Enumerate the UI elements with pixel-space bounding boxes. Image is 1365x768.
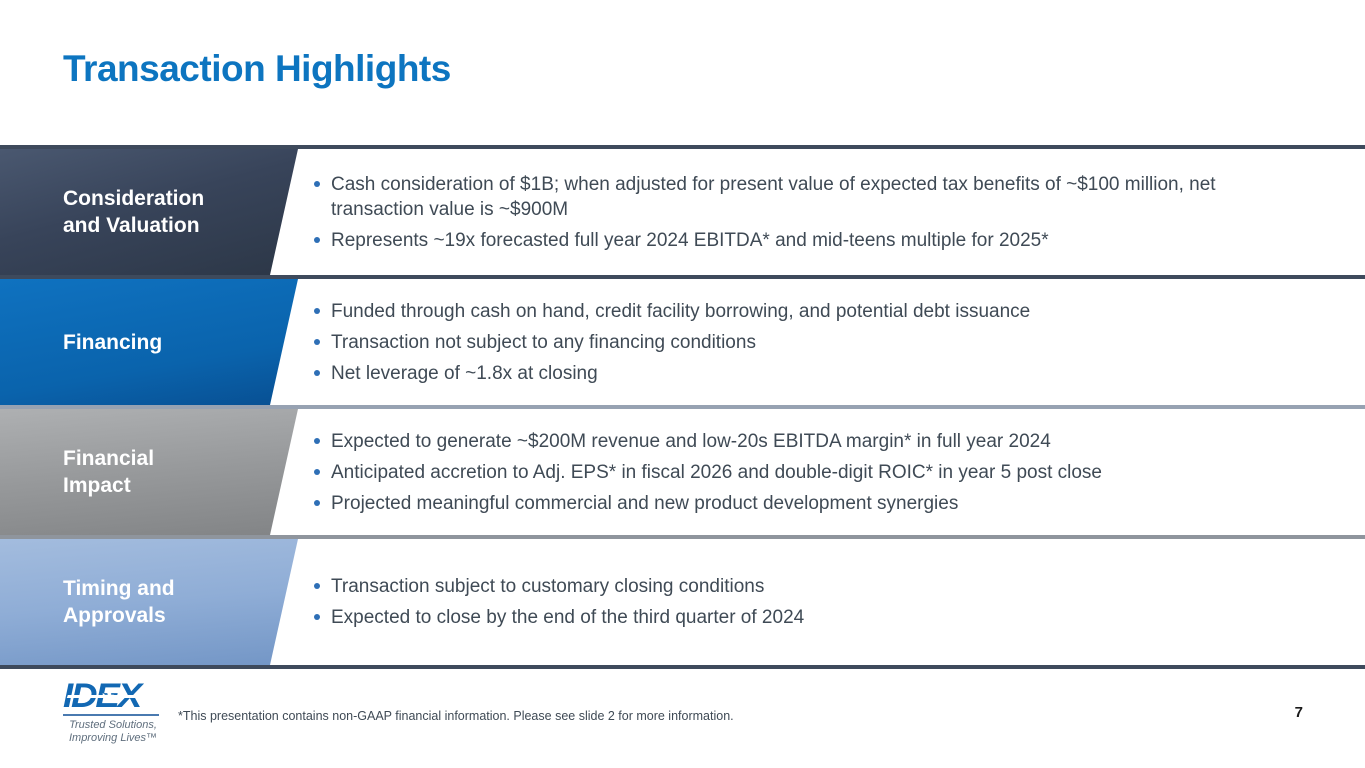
label-line: and Valuation [63, 214, 200, 237]
tagline-line: Improving Lives™ [68, 732, 158, 744]
bullet-item: Net leverage of ~1.8x at closing [313, 361, 1265, 386]
row-label-timing-and-approvals: Timing and Approvals [0, 539, 298, 665]
airplane-icon: ✈ [101, 688, 116, 705]
bullet-item: Transaction subject to customary closing… [313, 574, 1265, 599]
row-consideration-and-valuation: Consideration and Valuation Cash conside… [0, 145, 1365, 275]
bullet-item: Cash consideration of $1B; when adjusted… [313, 172, 1265, 222]
bullet-list: Transaction subject to customary closing… [313, 568, 1265, 636]
row-financing: Financing Funded through cash on hand, c… [0, 275, 1365, 405]
row-label-consideration-and-valuation: Consideration and Valuation [0, 149, 298, 275]
row-content: Expected to generate ~$200M revenue and … [313, 409, 1265, 535]
bullet-item: Transaction not subject to any financing… [313, 330, 1265, 355]
idex-logo: IDEX ✈ Trusted Solutions, Improving Live… [63, 679, 163, 745]
page-number: 7 [1294, 704, 1303, 721]
bullet-item: Anticipated accretion to Adj. EPS* in fi… [313, 460, 1265, 485]
row-content: Funded through cash on hand, credit faci… [313, 279, 1265, 405]
bullet-item: Expected to close by the end of the thir… [313, 605, 1265, 630]
bullet-list: Expected to generate ~$200M revenue and … [313, 423, 1265, 522]
label-line: Impact [63, 474, 131, 497]
row-timing-and-approvals: Timing and Approvals Transaction subject… [0, 535, 1365, 665]
row-content: Cash consideration of $1B; when adjusted… [313, 149, 1265, 275]
label-line: Approvals [63, 604, 166, 627]
row-content: Transaction subject to customary closing… [313, 539, 1265, 665]
bullet-item: Represents ~19x forecasted full year 202… [313, 228, 1265, 253]
label-line: Timing and [63, 577, 175, 600]
label-line: Consideration [63, 187, 205, 210]
highlights-table: Consideration and Valuation Cash conside… [0, 145, 1365, 669]
bullet-item: Projected meaningful commercial and new … [313, 491, 1265, 516]
row-label-financial-impact: Financial Impact [0, 409, 298, 535]
label-line: Financial [63, 447, 155, 470]
bullet-item: Funded through cash on hand, credit faci… [313, 299, 1265, 324]
page-title: Transaction Highlights [63, 48, 451, 89]
bullet-list: Cash consideration of $1B; when adjusted… [313, 166, 1265, 259]
bullet-list: Funded through cash on hand, credit faci… [313, 293, 1265, 392]
logo-tagline: Trusted Solutions, Improving Lives™ [63, 719, 163, 745]
logo-divider [63, 714, 159, 716]
row-label-financing: Financing [0, 279, 298, 405]
row-financial-impact: Financial Impact Expected to generate ~$… [0, 405, 1365, 535]
label-line: Financing [63, 330, 163, 354]
bullet-item: Expected to generate ~$200M revenue and … [313, 429, 1265, 454]
footnote: *This presentation contains non-GAAP fin… [178, 709, 734, 723]
idex-wordmark: IDEX ✈ [63, 679, 171, 713]
tagline-line: Trusted Solutions, [69, 719, 157, 731]
